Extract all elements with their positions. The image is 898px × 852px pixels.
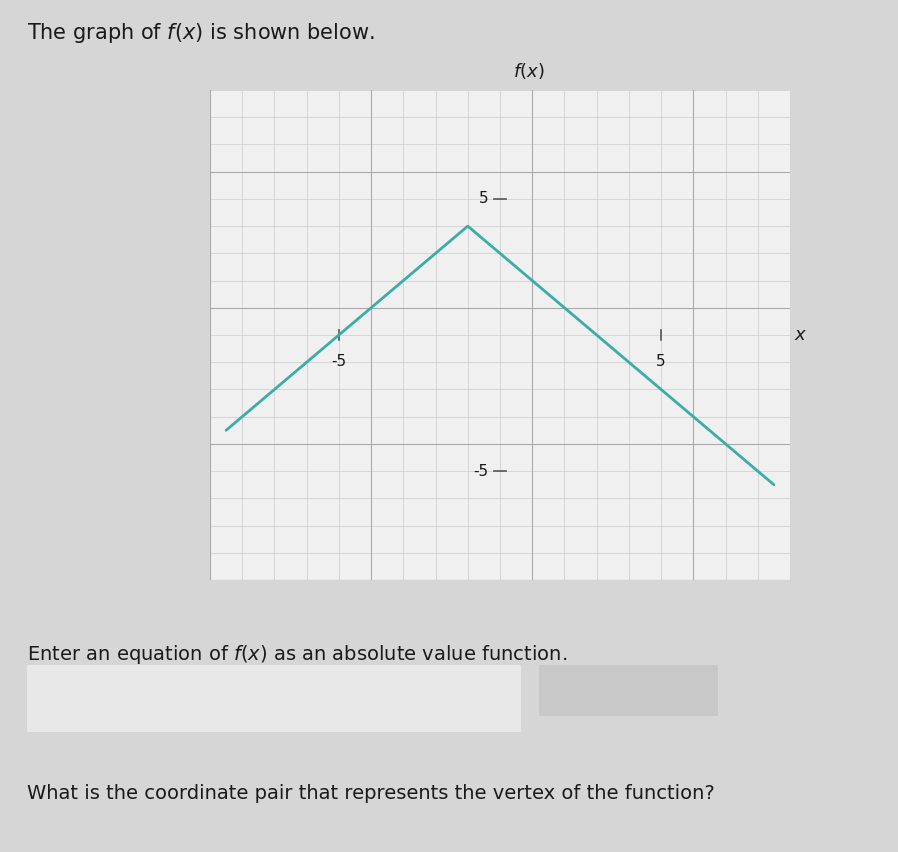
Text: The graph of $f(x)$ is shown below.: The graph of $f(x)$ is shown below. bbox=[27, 21, 374, 45]
Text: $x$: $x$ bbox=[795, 326, 808, 344]
Text: What is the coordinate pair that represents the vertex of the function?: What is the coordinate pair that represe… bbox=[27, 784, 715, 803]
Text: 5: 5 bbox=[480, 192, 489, 206]
Text: $f(x)$: $f(x)$ bbox=[514, 61, 545, 82]
Text: 5: 5 bbox=[656, 354, 666, 369]
Text: Enter an equation of $f(x)$ as an absolute value function.: Enter an equation of $f(x)$ as an absolu… bbox=[27, 643, 568, 666]
Text: -5: -5 bbox=[331, 354, 347, 369]
Text: -5: -5 bbox=[473, 463, 489, 479]
